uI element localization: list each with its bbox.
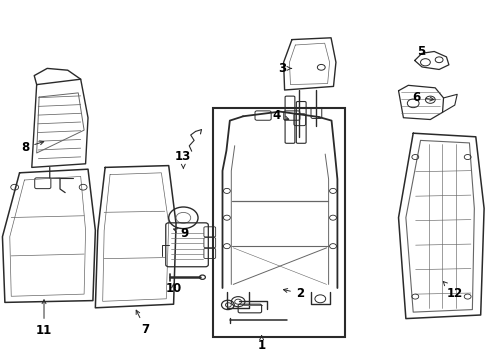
Text: 5: 5 [417, 45, 425, 58]
Text: 8: 8 [21, 141, 43, 154]
Text: 7: 7 [136, 310, 149, 336]
Text: 9: 9 [173, 227, 188, 240]
Text: 1: 1 [257, 336, 265, 352]
Bar [212, 108, 344, 337]
Text: 12: 12 [443, 282, 462, 300]
Text: 6: 6 [411, 91, 433, 104]
Text: 3: 3 [277, 62, 291, 75]
Text: 11: 11 [36, 300, 52, 337]
Text: 10: 10 [165, 282, 182, 295]
Text: 2: 2 [283, 287, 304, 300]
Text: 4: 4 [272, 109, 288, 122]
Text: 13: 13 [175, 150, 191, 169]
